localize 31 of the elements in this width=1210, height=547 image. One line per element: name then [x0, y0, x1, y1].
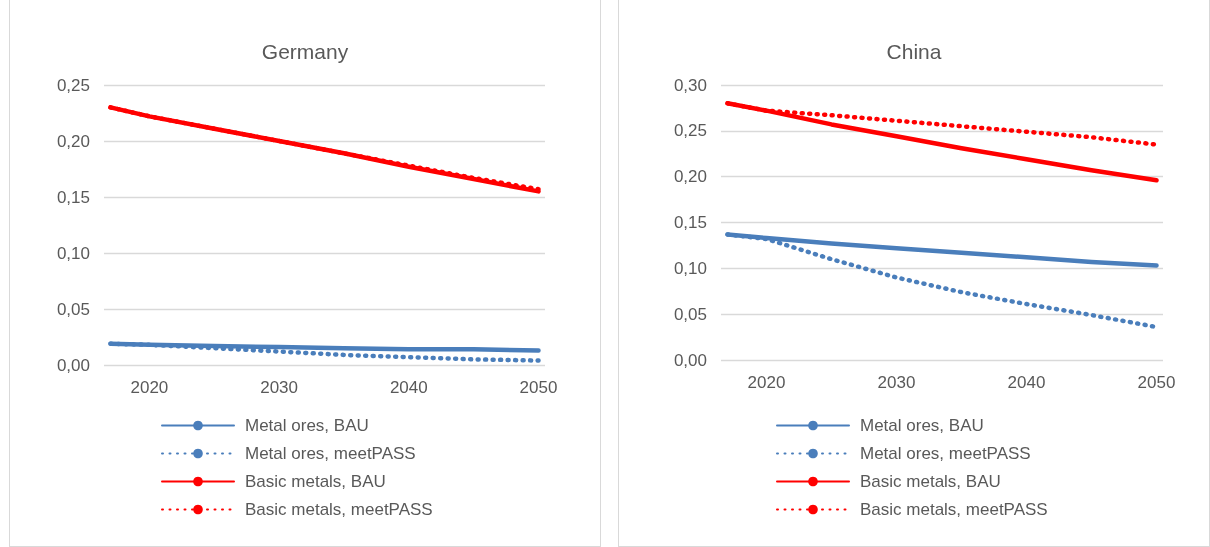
y-tick-label: 0,05: [56, 299, 90, 319]
x-tick-label: 2040: [1007, 373, 1046, 392]
x-tick-label: 2030: [877, 373, 916, 392]
chart-title: Germany: [261, 40, 349, 63]
y-tick-label: 0,20: [673, 167, 707, 187]
legend-label: Basic metals, BAU: [860, 472, 1001, 491]
legend-label: Metal ores, BAU: [245, 416, 369, 435]
legend-label: Metal ores, meetPASS: [245, 444, 416, 463]
legend-label: Basic metals, meetPASS: [860, 500, 1048, 519]
legend-label: Metal ores, BAU: [860, 416, 984, 435]
y-tick-label: 0,20: [56, 131, 90, 151]
y-tick-label: 0,10: [56, 243, 90, 263]
x-tick-label: 2020: [130, 378, 169, 397]
y-tick-label: 0,30: [673, 75, 707, 95]
x-tick-label: 2020: [747, 373, 786, 392]
x-tick-label: 2030: [260, 378, 299, 397]
x-tick-label: 2050: [1137, 373, 1176, 392]
y-tick-label: 0,00: [56, 355, 90, 375]
y-tick-label: 0,10: [673, 258, 707, 278]
y-tick-label: 0,15: [673, 213, 707, 232]
legend-label: Metal ores, meetPASS: [860, 444, 1031, 463]
x-tick-label: 2040: [389, 378, 428, 397]
chart-title: China: [886, 40, 942, 63]
y-tick-label: 0,05: [673, 304, 707, 324]
y-tick-label: 0,15: [56, 187, 90, 207]
x-tick-label: 2050: [519, 378, 558, 397]
y-tick-label: 0,00: [673, 350, 707, 370]
y-tick-label: 0,25: [56, 75, 90, 95]
legend-label: Basic metals, meetPASS: [245, 500, 433, 519]
y-tick-label: 0,25: [673, 121, 707, 141]
legend-label: Basic metals, BAU: [245, 472, 386, 491]
